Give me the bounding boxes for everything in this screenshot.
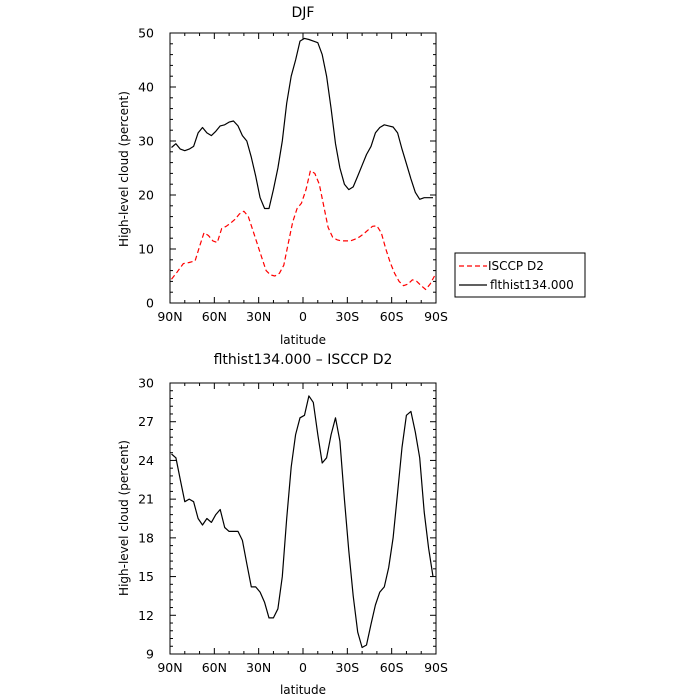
top-chart-y-tick-label: 30: [138, 134, 154, 149]
top-chart-x-tick-label: 30S: [335, 309, 359, 324]
top-chart-series-line-2: [171, 37, 433, 210]
bottom-chart-y-tick-label: 27: [138, 414, 154, 429]
bottom-chart-x-tick-label: 30N: [246, 660, 271, 675]
bottom-chart-x-tick-label: 0: [299, 660, 307, 675]
bottom-chart-y-tick-label: 21: [138, 492, 154, 507]
top-chart-ticks: 90N 60N 30N 0 30S 60S 90S 0 10 20 30 40 50: [138, 26, 448, 325]
top-chart-series: [171, 37, 436, 291]
top-chart-x-tick-label: 60N: [202, 309, 227, 324]
bottom-chart-y-tick-label: 30: [138, 376, 154, 391]
top-chart-x-axis-label: latitude: [280, 333, 326, 347]
bottom-chart-x-tick-label: 90S: [424, 660, 448, 675]
bottom-chart-y-tick-label: 15: [138, 569, 154, 584]
bottom-chart-y-tick-label: 9: [146, 647, 154, 662]
bottom-chart-x-tick-label: 60N: [202, 660, 227, 675]
top-chart-y-tick-label: 0: [146, 296, 154, 311]
legend-label-isccp: ISCCP D2: [488, 259, 544, 273]
top-chart-y-tick-label: 20: [138, 188, 154, 203]
bottom-chart-frame: [169, 382, 437, 655]
top-chart-y-tick-label: 50: [138, 26, 154, 41]
top-chart-title: DJF: [292, 5, 315, 21]
top-chart-x-tick-label: 60S: [380, 309, 404, 324]
legend: ISCCP D2 flthist134.000: [454, 252, 586, 298]
top-chart-y-axis-label: High-level cloud (percent): [117, 91, 131, 247]
bottom-chart-ticks: 90N 60N 30N 0 30S 60S 90S 9 12 15 18 21 24 27 30: [138, 376, 448, 676]
top-chart-y-tick-label: 40: [138, 80, 154, 95]
bottom-chart-panel: flthist134.000 – ISCCP D2 High-level clo…: [117, 352, 448, 697]
bottom-chart-y-tick-label: 12: [138, 608, 154, 623]
bottom-chart-x-axis-label: latitude: [280, 683, 326, 697]
bottom-chart-x-tick-label: 30S: [335, 660, 359, 675]
top-chart-series-line-1: [171, 170, 436, 291]
top-chart-frame: [169, 32, 437, 304]
top-chart-x-tick-label: 30N: [246, 309, 271, 324]
bottom-chart-series: [171, 395, 434, 649]
bottom-chart-series-line-1: [171, 395, 434, 649]
bottom-chart-y-tick-label: 24: [138, 453, 154, 468]
top-chart-x-tick-label: 90S: [424, 309, 448, 324]
bottom-chart-y-tick-label: 18: [138, 530, 154, 545]
top-chart-x-tick-label: 0: [299, 309, 307, 324]
bottom-chart-x-tick-label: 60S: [380, 660, 404, 675]
bottom-chart-x-tick-label: 90N: [157, 660, 182, 675]
legend-box: [454, 252, 586, 298]
bottom-chart-title: flthist134.000 – ISCCP D2: [214, 352, 393, 368]
top-chart-y-tick-label: 10: [138, 242, 154, 257]
top-chart-x-tick-label: 90N: [157, 309, 182, 324]
top-chart-panel: DJF High-level cloud (percent) latitude …: [117, 5, 448, 347]
legend-label-flthist: flthist134.000: [490, 278, 574, 292]
bottom-chart-y-axis-label: High-level cloud (percent): [117, 440, 131, 596]
